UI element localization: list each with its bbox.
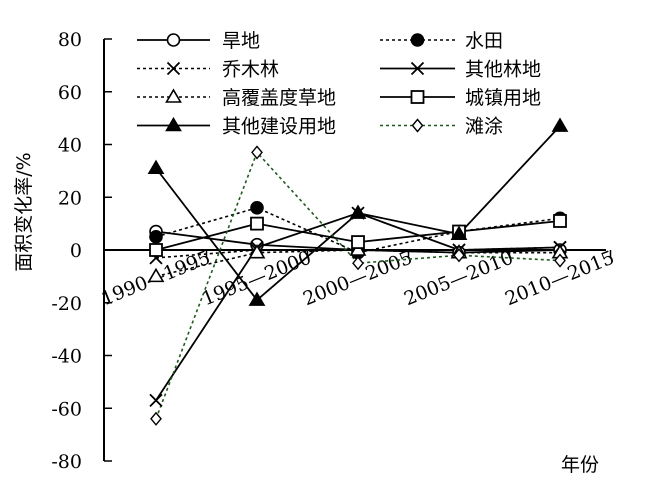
legend-label: 高覆盖度草地: [222, 87, 336, 109]
legend-item: 乔木林: [137, 59, 279, 81]
legend-marker: [410, 90, 425, 104]
y-tick-label: 40: [58, 135, 82, 157]
legend-label: 城镇用地: [465, 87, 541, 109]
legend-marker: [411, 118, 424, 133]
data-point: [551, 117, 569, 132]
legend-label: 其他建设用地: [222, 116, 336, 138]
legend-label: 乔木林: [222, 59, 279, 81]
legend-marker: [410, 33, 425, 47]
legend-item: 其他建设用地: [137, 116, 336, 138]
data-point: [250, 201, 264, 215]
data-point: [150, 411, 162, 426]
data-point: [349, 204, 367, 219]
data-point: [147, 159, 165, 175]
data-point: [147, 267, 165, 283]
data-point: [450, 225, 468, 240]
y-tick-label: 20: [58, 187, 82, 209]
legend-marker: [165, 88, 182, 103]
data-point: [554, 253, 566, 268]
data-point: [248, 291, 266, 306]
legend-marker: [165, 116, 182, 132]
legend-item: 其他林地: [380, 59, 541, 81]
y-tick-label: 60: [58, 82, 82, 104]
data-point: [351, 235, 365, 249]
legend-item: 水田: [380, 30, 503, 52]
data-point: [149, 230, 163, 244]
legend-item: 城镇用地: [380, 87, 541, 109]
y-tick-label: -80: [51, 451, 82, 473]
y-tick-label: -20: [51, 293, 82, 315]
data-point: [349, 241, 367, 256]
y-tick-label: 0: [70, 240, 82, 262]
legend-label: 其他林地: [465, 59, 541, 81]
legend-item: 高覆盖度草地: [137, 87, 336, 109]
y-axis-label: 面积变化率/%: [13, 152, 35, 271]
legend-label: 旱地: [222, 30, 260, 52]
x-axis-label: 年份: [561, 454, 599, 476]
y-tick-label: 80: [58, 29, 82, 51]
data-point: [251, 145, 263, 160]
data-point: [149, 393, 163, 407]
data-point: [553, 214, 567, 228]
data-point: [352, 256, 364, 271]
y-tick-label: -60: [51, 398, 82, 420]
legend-item: 旱地: [137, 30, 260, 52]
y-tick-label: -40: [51, 346, 82, 368]
legend-label: 水田: [465, 30, 503, 52]
legend-marker: [166, 61, 181, 76]
data-point: [248, 244, 266, 259]
data-point: [250, 216, 264, 231]
legend-item: 滩涂: [380, 116, 503, 138]
legend-label: 滩涂: [465, 116, 503, 138]
legend-marker: [410, 61, 425, 76]
legend-marker: [166, 33, 181, 47]
data-point: [149, 243, 163, 257]
series-layer: [147, 117, 569, 426]
data-point: [453, 248, 465, 263]
